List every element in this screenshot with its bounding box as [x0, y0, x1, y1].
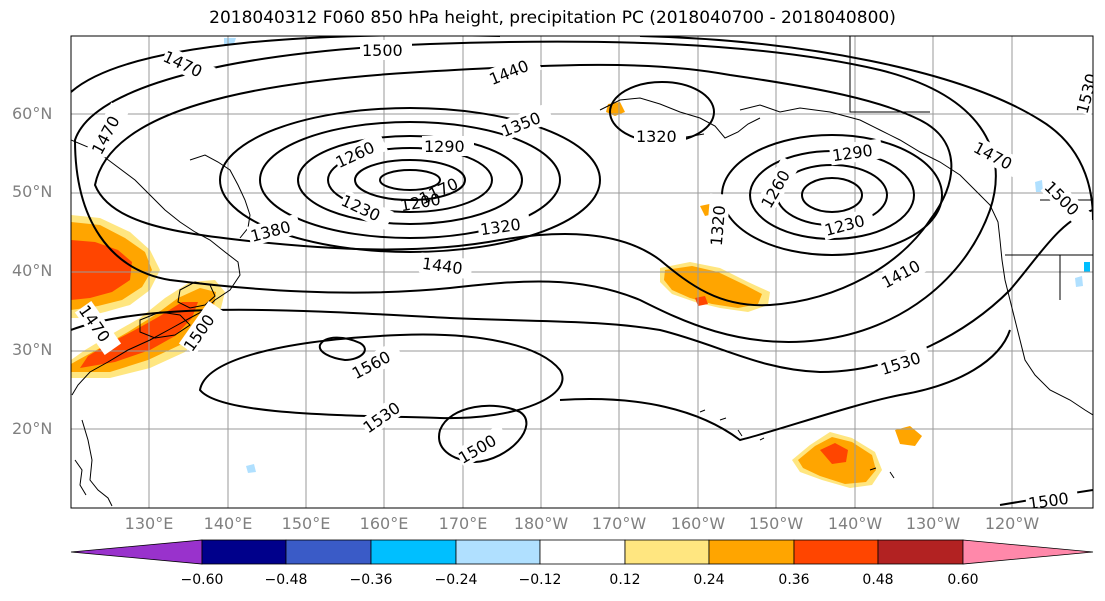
colorbar-segment-6	[624, 539, 710, 565]
lon-label-130e: 130°E	[124, 514, 174, 533]
colorbar-tick: −0.60	[180, 572, 224, 588]
colorbar-segment-10	[962, 539, 1094, 565]
precip-shading	[71, 38, 1090, 488]
colorbar-tick: −0.24	[434, 572, 478, 588]
colorbar-tick: −0.12	[518, 572, 562, 588]
contour-label: 1320	[707, 205, 729, 247]
lon-label-180w: 180°W	[513, 514, 569, 533]
contour-label: 1410	[879, 256, 924, 292]
map-frame	[70, 35, 1094, 509]
colorbar-segment-2	[285, 539, 372, 565]
colorbar-segment-9	[877, 539, 964, 565]
coastlines	[71, 36, 1093, 507]
lat-label-20n: 20°N	[12, 419, 53, 438]
colorbar-tick: 0.12	[609, 572, 641, 588]
colorbar-segment-7	[708, 539, 795, 565]
lon-label-160w: 160°W	[670, 514, 726, 533]
contour-label: 1470	[970, 138, 1015, 174]
precip-area-negative	[1035, 180, 1043, 192]
precip-area-east-pacific	[664, 266, 762, 308]
contour-label: 1320	[479, 215, 522, 239]
contour-label: 1290	[831, 141, 874, 165]
colorbar-tick: 0.60	[947, 572, 979, 588]
contour-label: 1440	[421, 254, 464, 278]
lat-label-60n: 60°N	[12, 104, 53, 123]
contour-label: 1320	[636, 127, 677, 146]
colorbar-tick: −0.48	[264, 572, 308, 588]
lon-label-150w: 150°W	[748, 514, 804, 533]
contour-label: 1440	[487, 56, 532, 89]
graticule	[71, 36, 1093, 508]
contour-label: 1530	[878, 348, 923, 379]
contour-label: 1500	[362, 41, 403, 60]
lon-label-160e: 160°E	[359, 514, 409, 533]
precip-area-negative	[224, 38, 236, 44]
precip-area-negative	[1084, 262, 1090, 272]
precip-area-hawaii	[820, 443, 848, 464]
contour-label: 1560	[349, 347, 394, 383]
colorbar-tick: −0.36	[349, 572, 393, 588]
precip-area-negative	[246, 464, 256, 473]
precip-area-negative	[1075, 276, 1083, 287]
lon-label-170e: 170°E	[438, 514, 488, 533]
lat-label-50n: 50°N	[12, 182, 53, 201]
colorbar-segment-1	[201, 539, 287, 565]
colorbar-segment-4	[455, 539, 541, 565]
colorbar-tick: 0.36	[778, 572, 810, 588]
contour-label: 1350	[499, 108, 544, 141]
contour-label: 1470	[88, 113, 124, 158]
colorbar-segment-5	[539, 539, 626, 565]
colorbar-segment-0	[70, 539, 203, 565]
lon-label-140w: 140°W	[827, 514, 883, 533]
colorbar-tick: 0.24	[693, 572, 725, 588]
colorbar-tick: 0.48	[862, 572, 894, 588]
lon-label-150e: 150°E	[281, 514, 331, 533]
lat-label-30n: 30°N	[12, 340, 53, 359]
lon-label-170w: 170°W	[591, 514, 647, 533]
map-title: 2018040312 F060 850 hPa height, precipit…	[209, 8, 896, 28]
colorbar-segment-3	[370, 539, 457, 565]
colorbar-segment-8	[793, 539, 879, 565]
colorbar	[70, 539, 1094, 565]
lat-label-40n: 40°N	[12, 261, 53, 280]
lon-label-140e: 140°E	[203, 514, 253, 533]
contour-label: 1260	[757, 167, 794, 212]
contour-label: 1530	[1073, 71, 1102, 115]
contour-label: 1500	[1027, 489, 1070, 513]
contour-label: 1290	[424, 137, 465, 156]
height-contours	[71, 36, 1093, 506]
lon-label-130w: 130°W	[905, 514, 961, 533]
lon-label-120w: 120°W	[984, 514, 1040, 533]
precip-area-hawaii-east	[895, 426, 922, 446]
